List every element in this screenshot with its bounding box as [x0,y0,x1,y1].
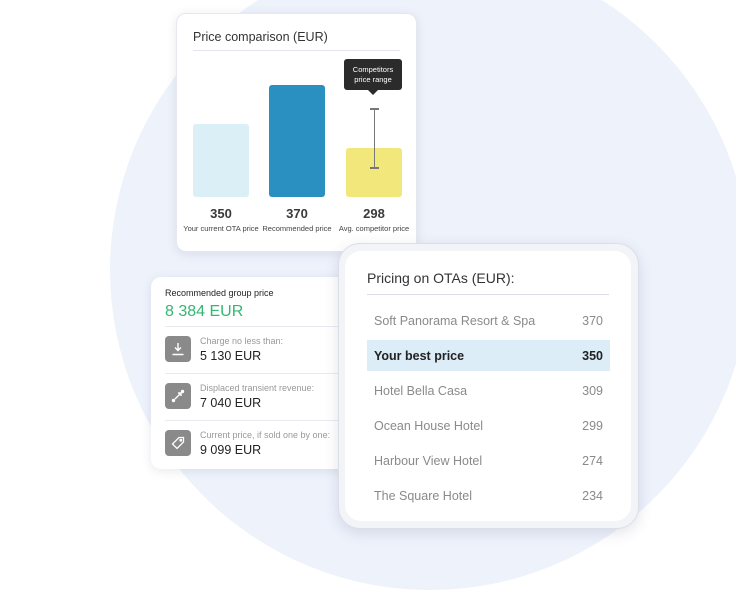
row-label: Charge no less than: [200,336,284,346]
download-icon [165,336,191,362]
bar-label: Avg. competitor price [338,224,410,233]
ota-row: Your best price 350 [367,340,610,371]
hotel-name: The Square Hotel [374,488,472,503]
ota-row: Soft Panorama Resort & Spa 370 [367,305,610,336]
ota-row: Hotel Bella Casa 309 [367,375,610,406]
bar-value: 298 [363,206,385,221]
hotel-name: Soft Panorama Resort & Spa [374,313,536,328]
expand-arrows-icon [165,383,191,409]
divider [367,294,609,295]
group-price-value: 8 384 EUR [165,303,244,320]
bar-value: 350 [210,206,232,221]
hotel-price: 274 [582,453,603,468]
hotel-price: 350 [582,348,603,363]
hotel-name: Ocean House Hotel [374,418,484,433]
hotel-price: 309 [582,383,603,398]
chart-title: Price comparison (EUR) [193,30,328,44]
divider [193,50,400,51]
hotel-name: Hotel Bella Casa [374,383,468,398]
hotel-price: 370 [582,313,603,328]
row-value: 9 099 EUR [200,443,262,457]
bar-label: Recommended price [262,224,332,233]
competitors-range-tooltip: Competitors price range [344,59,402,95]
divider [165,326,340,327]
competitor-range-line [374,109,375,168]
ota-row: Harbour View Hotel 274 [367,445,610,476]
range-cap-bottom [370,167,379,169]
bar-value: 370 [286,206,308,221]
group-price-title: Recommended group price [165,288,274,298]
hotel-name: Harbour View Hotel [374,453,483,468]
price-tag-icon [165,430,191,456]
ota-row: Ocean House Hotel 299 [367,410,610,441]
bar-label: Your current OTA price [183,224,259,233]
divider [165,373,340,374]
price-comparison-card: Price comparison (EUR) 350 Your current O… [176,13,417,252]
bar-0 [193,124,249,197]
group-price-card: Recommended group price 8 384 EUR Charge… [151,277,354,469]
row-value: 5 130 EUR [200,349,262,363]
row-value: 7 040 EUR [200,396,262,410]
hotel-name: Your best price [374,348,465,363]
row-label: Displaced transient revenue: [200,383,315,393]
ota-row: The Square Hotel 234 [367,480,610,511]
range-cap-top [370,108,379,110]
hotel-price: 299 [582,418,603,433]
row-label: Current price, if sold one by one: [200,430,331,440]
hotel-price: 234 [582,488,603,503]
ota-pricing-card: Pricing on OTAs (EUR): Soft Panorama Res… [345,251,631,521]
divider [165,420,340,421]
ota-title: Pricing on OTAs (EUR): [367,270,515,286]
bar-1 [269,85,325,197]
